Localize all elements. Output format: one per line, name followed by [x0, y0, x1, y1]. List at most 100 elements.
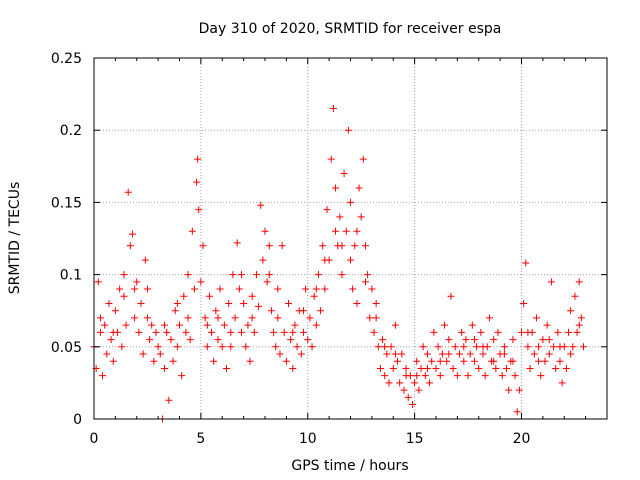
data-point	[492, 364, 500, 372]
data-point	[237, 328, 245, 336]
data-point	[423, 364, 431, 372]
data-point	[470, 336, 478, 344]
data-point	[302, 285, 310, 293]
data-point	[543, 321, 551, 329]
data-point	[161, 364, 169, 372]
data-point	[464, 372, 472, 380]
data-point	[404, 393, 412, 401]
data-point	[338, 242, 346, 250]
data-point	[552, 364, 560, 372]
data-point	[195, 206, 203, 214]
plot-frame	[93, 57, 608, 420]
data-point	[205, 292, 213, 300]
data-point	[383, 350, 391, 358]
data-point	[468, 321, 476, 329]
data-point	[391, 350, 399, 358]
data-point	[169, 357, 177, 365]
data-point	[323, 206, 331, 214]
data-point	[165, 396, 173, 404]
data-point	[201, 314, 209, 322]
axis-ticks	[93, 57, 607, 420]
data-point	[558, 379, 566, 387]
data-point	[370, 328, 378, 336]
data-point	[122, 321, 130, 329]
data-point	[479, 350, 487, 358]
data-point	[509, 357, 517, 365]
data-point	[173, 343, 181, 351]
data-point	[131, 314, 139, 322]
data-point	[265, 242, 273, 250]
data-point	[462, 336, 470, 344]
y-tick-label: 0	[73, 412, 82, 428]
data-point	[176, 321, 183, 329]
data-point	[120, 271, 128, 279]
x-tick-label: 20	[513, 431, 531, 447]
y-tick-label: 0.1	[60, 268, 82, 284]
data-point	[274, 285, 282, 293]
data-point	[306, 314, 314, 322]
data-point	[575, 321, 583, 329]
data-point	[186, 336, 194, 344]
data-point	[340, 170, 348, 178]
data-point	[312, 285, 320, 293]
data-point	[520, 299, 528, 307]
data-point	[248, 292, 256, 300]
data-point	[545, 350, 553, 358]
data-point	[402, 364, 410, 372]
data-point	[526, 364, 534, 372]
data-point	[235, 285, 243, 293]
data-point	[379, 336, 387, 344]
data-point	[285, 299, 293, 307]
data-point	[366, 314, 374, 322]
data-point	[143, 314, 151, 322]
data-point	[312, 321, 320, 329]
data-point	[475, 364, 483, 372]
data-point	[203, 321, 211, 329]
data-point	[267, 307, 275, 315]
data-point	[432, 364, 440, 372]
data-point	[567, 307, 575, 315]
data-point	[252, 271, 260, 279]
data-point	[139, 350, 147, 358]
data-point	[556, 343, 564, 351]
data-point	[182, 328, 190, 336]
data-point	[500, 350, 508, 358]
data-point	[355, 184, 363, 192]
data-point	[513, 408, 521, 416]
data-point	[332, 227, 340, 235]
data-point	[171, 307, 179, 315]
data-point	[571, 292, 579, 300]
data-point	[124, 188, 132, 196]
data-point	[473, 343, 481, 351]
data-point	[229, 271, 237, 279]
data-point	[436, 357, 444, 365]
y-tick-label: 0.15	[51, 195, 82, 211]
data-point	[259, 256, 267, 264]
data-point	[498, 372, 506, 380]
data-point	[438, 350, 446, 358]
data-point	[541, 357, 549, 365]
data-point	[535, 343, 543, 351]
data-point	[349, 285, 357, 293]
data-point	[133, 278, 141, 286]
data-point	[453, 372, 461, 380]
data-point	[579, 343, 587, 351]
data-point	[190, 285, 198, 293]
data-point	[458, 328, 466, 336]
data-point	[161, 321, 169, 329]
data-point	[434, 343, 442, 351]
data-point	[413, 357, 421, 365]
data-point	[537, 372, 545, 380]
x-tick-label: 15	[406, 431, 424, 447]
data-point	[310, 292, 318, 300]
data-point	[101, 321, 109, 329]
data-point	[237, 271, 245, 279]
data-point	[466, 350, 474, 358]
data-point	[212, 307, 220, 315]
data-point	[146, 336, 154, 344]
data-point	[381, 372, 389, 380]
grid-lines	[94, 58, 607, 419]
data-point	[188, 227, 196, 235]
data-point	[361, 278, 369, 286]
